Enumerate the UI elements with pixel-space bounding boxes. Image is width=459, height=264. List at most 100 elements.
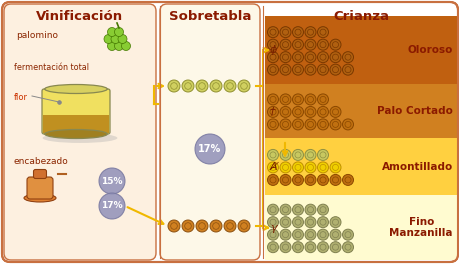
Circle shape — [304, 94, 315, 105]
Text: A̸: A̸ — [269, 162, 277, 172]
Circle shape — [280, 175, 291, 185]
Bar — [264, 195, 456, 260]
Circle shape — [210, 220, 222, 232]
Circle shape — [292, 39, 303, 50]
Circle shape — [317, 149, 328, 161]
Circle shape — [267, 242, 278, 253]
Circle shape — [267, 229, 278, 240]
Circle shape — [292, 175, 303, 185]
Text: fermentación total: fermentación total — [14, 64, 89, 73]
Circle shape — [224, 80, 235, 92]
Circle shape — [292, 106, 303, 117]
Circle shape — [267, 204, 278, 215]
Circle shape — [317, 204, 328, 215]
Circle shape — [114, 27, 123, 36]
Circle shape — [317, 39, 328, 50]
Circle shape — [280, 39, 291, 50]
Text: Palo Cortado: Palo Cortado — [376, 106, 452, 116]
Circle shape — [342, 242, 353, 253]
Circle shape — [342, 52, 353, 63]
Circle shape — [292, 52, 303, 63]
Circle shape — [118, 35, 127, 44]
Circle shape — [317, 242, 328, 253]
Circle shape — [329, 119, 340, 130]
Circle shape — [280, 27, 291, 38]
Circle shape — [304, 52, 315, 63]
Circle shape — [280, 149, 291, 161]
FancyBboxPatch shape — [34, 169, 46, 178]
Circle shape — [280, 64, 291, 75]
Ellipse shape — [45, 130, 107, 139]
Circle shape — [280, 242, 291, 253]
Circle shape — [104, 35, 113, 44]
Text: Amontillado: Amontillado — [381, 162, 452, 172]
Ellipse shape — [43, 133, 117, 143]
Circle shape — [267, 162, 278, 173]
Circle shape — [342, 64, 353, 75]
Text: flor: flor — [14, 93, 28, 102]
Circle shape — [317, 106, 328, 117]
Circle shape — [280, 106, 291, 117]
Circle shape — [342, 119, 353, 130]
Circle shape — [280, 217, 291, 228]
Text: ϕ: ϕ — [269, 45, 277, 55]
Circle shape — [267, 52, 278, 63]
Text: palomino: palomino — [16, 31, 58, 40]
Circle shape — [168, 80, 179, 92]
FancyBboxPatch shape — [160, 4, 259, 260]
Circle shape — [292, 119, 303, 130]
Circle shape — [317, 94, 328, 105]
Circle shape — [111, 35, 120, 44]
Circle shape — [317, 175, 328, 185]
Circle shape — [292, 204, 303, 215]
Circle shape — [267, 119, 278, 130]
Circle shape — [280, 94, 291, 105]
Circle shape — [329, 229, 340, 240]
Circle shape — [195, 134, 224, 164]
Text: Sobretabla: Sobretabla — [168, 10, 251, 23]
Circle shape — [292, 229, 303, 240]
Circle shape — [121, 41, 130, 50]
Text: Oloroso: Oloroso — [407, 45, 452, 55]
Bar — [264, 138, 456, 195]
Text: 17%: 17% — [198, 144, 221, 154]
Circle shape — [304, 119, 315, 130]
Circle shape — [329, 217, 340, 228]
Circle shape — [267, 39, 278, 50]
FancyBboxPatch shape — [4, 4, 156, 260]
Circle shape — [280, 229, 291, 240]
Text: 17%: 17% — [101, 201, 123, 210]
Circle shape — [267, 94, 278, 105]
Text: Fino
Manzanilla: Fino Manzanilla — [389, 217, 452, 238]
Circle shape — [317, 162, 328, 173]
Circle shape — [329, 242, 340, 253]
Text: γ: γ — [269, 223, 276, 233]
Circle shape — [304, 217, 315, 228]
Text: †: † — [269, 106, 275, 116]
Circle shape — [280, 162, 291, 173]
Ellipse shape — [24, 194, 56, 202]
Circle shape — [304, 27, 315, 38]
Circle shape — [329, 162, 340, 173]
Circle shape — [237, 80, 249, 92]
Circle shape — [292, 217, 303, 228]
Circle shape — [317, 229, 328, 240]
Circle shape — [329, 39, 340, 50]
Circle shape — [304, 64, 315, 75]
Circle shape — [304, 106, 315, 117]
Circle shape — [196, 80, 207, 92]
Circle shape — [196, 220, 207, 232]
Circle shape — [267, 217, 278, 228]
Circle shape — [329, 52, 340, 63]
Circle shape — [292, 242, 303, 253]
Circle shape — [292, 149, 303, 161]
Circle shape — [267, 175, 278, 185]
Circle shape — [317, 27, 328, 38]
Circle shape — [107, 41, 116, 50]
Circle shape — [304, 204, 315, 215]
Circle shape — [342, 175, 353, 185]
Circle shape — [267, 64, 278, 75]
Circle shape — [107, 27, 116, 36]
FancyBboxPatch shape — [27, 177, 53, 199]
Circle shape — [329, 106, 340, 117]
